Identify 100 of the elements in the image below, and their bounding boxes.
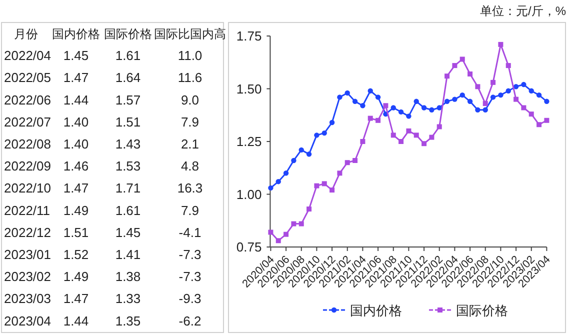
point (506, 63, 511, 68)
point (452, 63, 458, 68)
point (298, 221, 304, 226)
point (376, 118, 381, 123)
point (513, 84, 519, 90)
point (436, 105, 442, 110)
point (498, 42, 504, 47)
y-tick-label: 1.25 (236, 134, 262, 149)
point (268, 185, 274, 191)
point (360, 139, 366, 144)
category-label: 2022/10 (4, 180, 51, 196)
point (390, 132, 396, 138)
point (322, 181, 327, 186)
point (291, 158, 296, 164)
data-label: 1.40 (63, 114, 89, 130)
point (306, 152, 312, 157)
category-label: 2022/06 (4, 92, 51, 108)
data-label: 11.6 (178, 70, 202, 86)
text: 国际价格 (104, 27, 152, 41)
data-label: 11.0 (178, 48, 202, 64)
point (436, 124, 442, 130)
category-label: 2023/03 (4, 291, 51, 306)
point (330, 188, 335, 193)
data-label: 1.53 (115, 158, 141, 174)
point (468, 71, 473, 76)
point (406, 128, 412, 134)
point (375, 94, 381, 100)
data-label: 1.45 (63, 48, 89, 64)
y-tick-label: 0.75 (236, 240, 262, 254)
y-tick-label: 1.50 (236, 81, 262, 96)
category-label: 2022/08 (4, 136, 51, 152)
data-label: -7.3 (178, 247, 202, 262)
y-tick-label: 1.75 (236, 28, 262, 44)
point (398, 139, 404, 144)
data-label: 1.44 (63, 313, 89, 328)
category-label: 2023/04 (4, 313, 51, 328)
data-label: 1.49 (63, 202, 89, 218)
point (506, 88, 511, 94)
point (475, 84, 480, 90)
point (414, 132, 419, 138)
point (383, 103, 388, 108)
point (314, 132, 320, 138)
point (444, 74, 450, 79)
point (521, 105, 526, 110)
point (544, 118, 550, 123)
point (536, 122, 542, 128)
point (482, 101, 488, 106)
data-label: 1.45 (115, 224, 141, 240)
point (514, 96, 519, 102)
data-label: 1.52 (63, 247, 89, 262)
data-label: 1.47 (63, 291, 89, 306)
point (298, 147, 304, 153)
point (268, 230, 274, 235)
point (344, 160, 350, 166)
data-label: 1.61 (115, 48, 141, 64)
point (406, 114, 412, 119)
data-label: 1.38 (115, 269, 141, 284)
point (544, 98, 550, 104)
data-label: 1.41 (115, 247, 141, 262)
category-label: 2022/07 (4, 114, 51, 130)
point (528, 112, 534, 117)
data-label: 4.8 (180, 158, 200, 174)
legend-label: 国际价格 (456, 303, 508, 318)
data-label: 9.0 (180, 92, 200, 108)
point (398, 109, 404, 115)
point (390, 105, 396, 110)
category-label: 2023/01 (4, 247, 51, 262)
text: 单位：元/斤，% (480, 4, 566, 18)
point (291, 221, 296, 226)
data-label: 7.9 (180, 114, 200, 130)
point (528, 88, 534, 94)
point (314, 183, 320, 188)
data-label: 1.71 (115, 180, 141, 196)
point (329, 120, 335, 126)
point (490, 94, 496, 100)
category-label: 2022/09 (4, 158, 51, 174)
data-label: -7.3 (178, 269, 202, 284)
point (467, 98, 473, 104)
category-label: 2022/04 (4, 48, 51, 64)
data-label: 1.46 (63, 158, 89, 174)
point (337, 94, 342, 100)
point (421, 105, 427, 110)
point (521, 82, 526, 88)
data-label: 1.35 (115, 313, 141, 328)
point (460, 92, 465, 98)
data-label: 1.61 (115, 202, 141, 218)
data-label: 7.9 (180, 202, 200, 218)
data-label: -4.1 (178, 224, 202, 240)
category-label: 2022/12 (4, 224, 51, 240)
point (284, 232, 289, 237)
data-label: 1.51 (115, 114, 141, 130)
point (429, 107, 434, 112)
data-label: 1.51 (63, 224, 89, 240)
point (452, 96, 458, 102)
data-label: 1.44 (63, 92, 89, 108)
point (460, 56, 465, 62)
legend-label: 国内价格 (350, 303, 402, 318)
data-label: 1.33 (115, 291, 141, 306)
data-label: 1.47 (63, 180, 89, 196)
data-label: 1.49 (63, 269, 89, 284)
